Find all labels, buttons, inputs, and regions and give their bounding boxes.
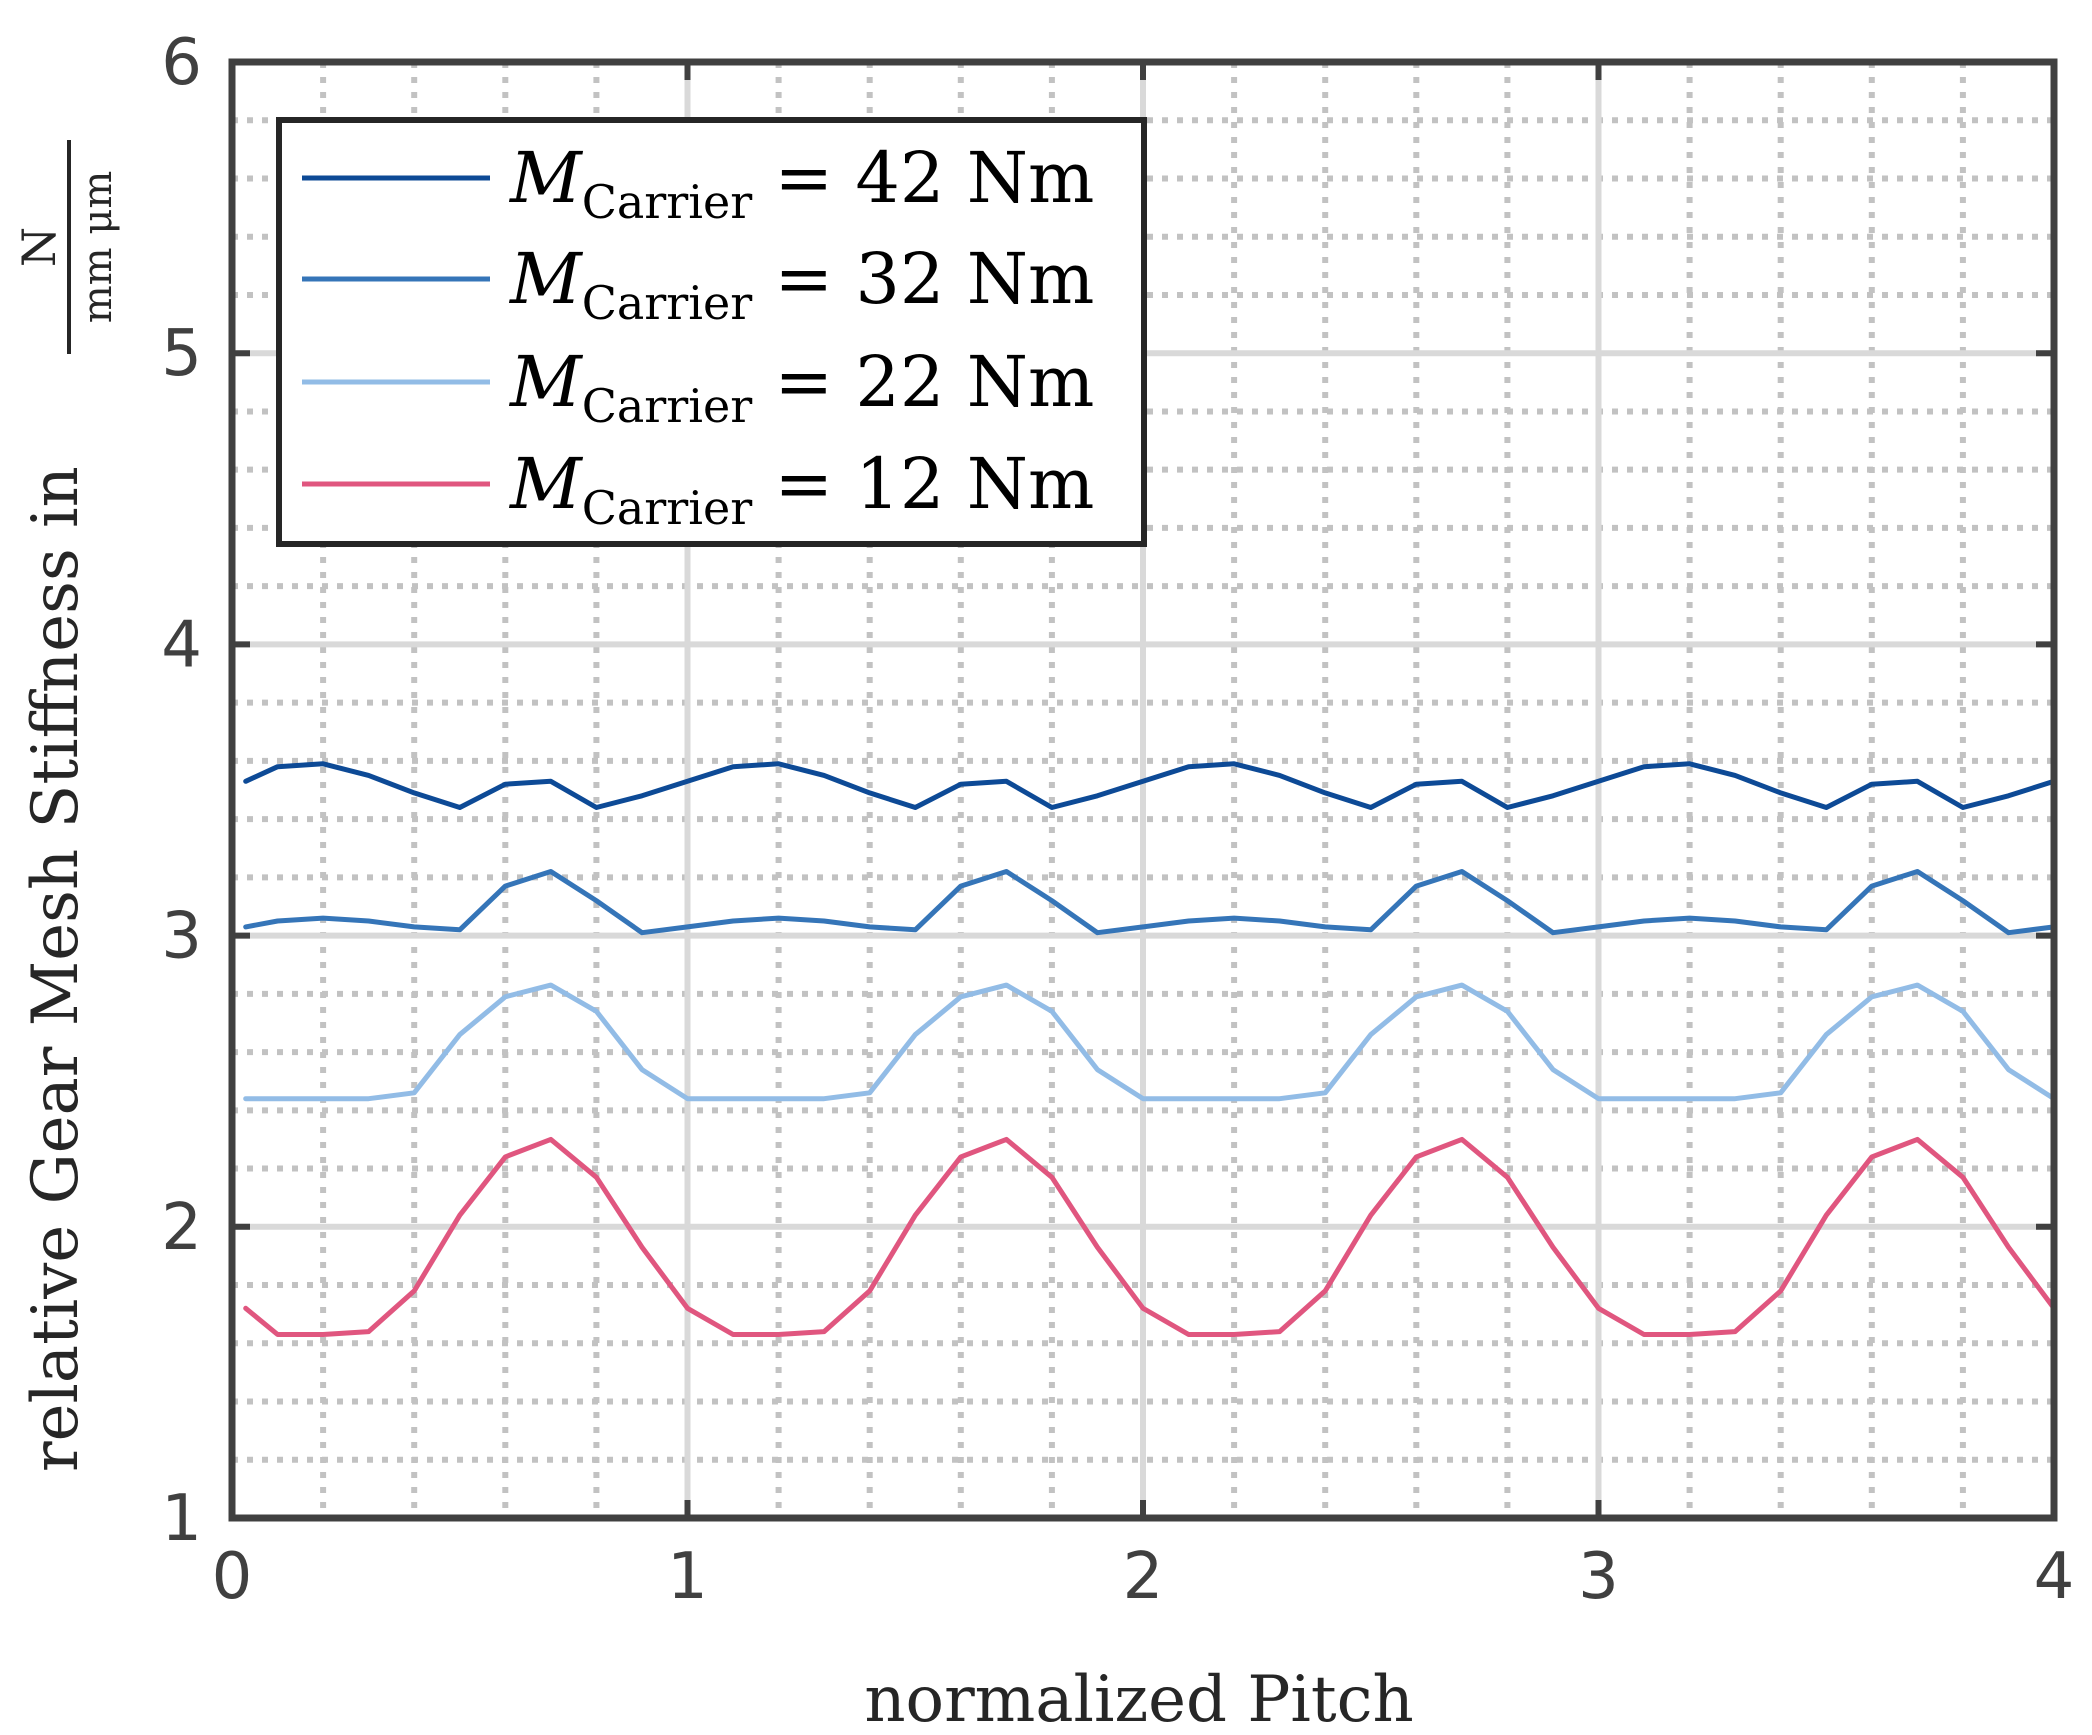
series-layer: [243, 761, 2057, 1337]
x-tick-label: 2: [1123, 1540, 1164, 1614]
x-tick-label: 0: [212, 1540, 253, 1614]
y-tick-label: 3: [161, 900, 202, 974]
legend-label: MCarrier = 22 Nm: [508, 341, 1094, 433]
legend-label-value: = 42 Nm: [752, 137, 1094, 219]
y-tick-label: 1: [161, 1482, 202, 1556]
y-axis-unit: N mm μm: [12, 140, 121, 354]
x-tick-label: 3: [1578, 1540, 1619, 1614]
legend-label: MCarrier = 32 Nm: [508, 238, 1094, 330]
x-tick-marks: [229, 62, 2057, 1518]
legend-label-subscript: Carrier: [582, 379, 753, 433]
legend-label-subscript: Carrier: [582, 175, 753, 229]
y-tick-label: 2: [161, 1191, 202, 1265]
series-line-12-nm: [243, 1136, 2057, 1337]
series-line-42-nm: [243, 761, 2057, 810]
series-line-32-nm: [243, 869, 2057, 936]
legend-label-symbol: M: [508, 443, 584, 525]
x-tick-label: 1: [667, 1540, 708, 1614]
x-tick-labels: 0 1 2 3 4: [212, 1540, 2075, 1614]
x-tick-label: 4: [2034, 1540, 2075, 1614]
y-tick-label: 5: [161, 317, 202, 391]
y-axis-unit-numerator: N: [12, 227, 66, 267]
legend-label-value: = 32 Nm: [752, 238, 1094, 320]
y-tick-label: 6: [161, 26, 202, 100]
y-axis-title-group: relative Gear Mesh Stiffness in: [19, 466, 93, 1472]
y-tick-label: 4: [161, 608, 202, 682]
legend-label-symbol: M: [508, 137, 584, 219]
legend-label-value: = 12 Nm: [752, 443, 1094, 525]
legend-label-symbol: M: [508, 238, 584, 320]
series-line-22-nm: [243, 982, 2057, 1102]
legend-label: MCarrier = 12 Nm: [508, 443, 1094, 535]
y-axis-title: relative Gear Mesh Stiffness in: [19, 466, 93, 1472]
y-axis-unit-denominator: mm μm: [75, 171, 121, 324]
legend-label-symbol: M: [508, 341, 584, 423]
legend-label-subscript: Carrier: [582, 481, 753, 535]
legend-label: MCarrier = 42 Nm: [508, 137, 1094, 229]
y-tick-labels: 1 2 3 4 5 6: [161, 26, 202, 1556]
x-axis-title: normalized Pitch: [864, 1663, 1413, 1735]
legend-label-value: = 22 Nm: [752, 341, 1094, 423]
legend-box: [276, 117, 1147, 547]
legend-label-subscript: Carrier: [582, 276, 753, 330]
